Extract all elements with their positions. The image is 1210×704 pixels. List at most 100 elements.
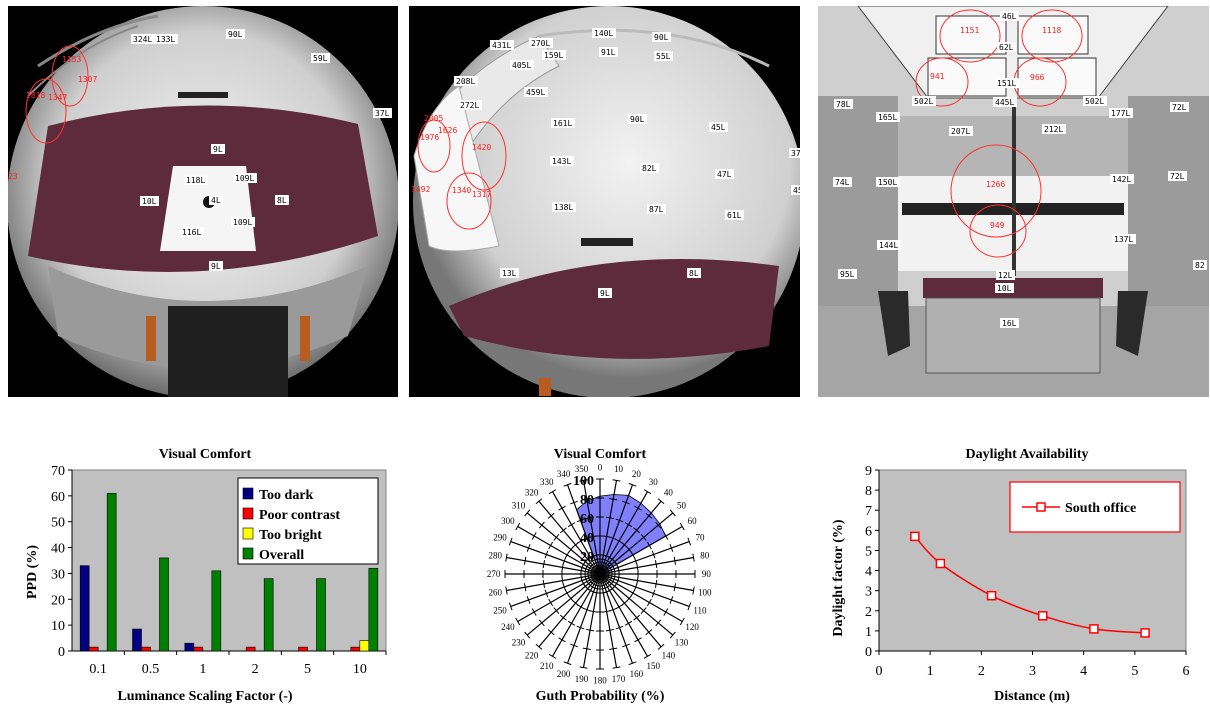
- luminance-label-box: [311, 53, 330, 63]
- radial-tick: [655, 619, 662, 627]
- y-tick-label: 0: [865, 645, 872, 660]
- radial-tick: [663, 532, 669, 540]
- x-tick-label: 5: [1131, 664, 1138, 679]
- angle-label: 200: [557, 669, 571, 679]
- luminance-label-box: [510, 60, 534, 70]
- radial-spoke: [599, 512, 674, 575]
- radial-tick: [624, 620, 633, 626]
- angle-label: 190: [575, 674, 589, 684]
- glare-source-label: 1347: [48, 93, 67, 102]
- window-frame-line: [27, 25, 139, 97]
- guth-chart-svg: Visual Comfort Guth Probability (%) 0 10 2…: [487, 447, 712, 704]
- radial-tick: [558, 505, 566, 511]
- radial-spoke: [506, 556, 601, 575]
- luminance-label: 10L: [997, 284, 1012, 293]
- angle-label: 310: [512, 501, 526, 511]
- luminance-label-box: [1000, 11, 1019, 21]
- luminance-label-box: [687, 268, 701, 278]
- angle-label: 330: [540, 477, 554, 487]
- luminance-label-box: [373, 108, 392, 118]
- radial-tick: [535, 498, 543, 505]
- radial-spoke: [526, 573, 601, 636]
- radial-scale-label: 100: [573, 474, 594, 489]
- glare-source-label: 1626: [438, 126, 457, 135]
- angle-label: 270: [487, 569, 501, 579]
- x-tick-label: 6: [1183, 664, 1190, 679]
- luminance-label-box: [592, 28, 616, 38]
- radial-tick: [582, 497, 591, 501]
- luminance-label: 47L: [717, 170, 732, 179]
- luminance-label: 10L: [142, 197, 157, 206]
- glare-circle: [51, 45, 89, 107]
- angle-label: 240: [501, 622, 515, 632]
- angle-label: 70: [695, 533, 705, 543]
- radial-tick: [663, 608, 669, 616]
- glare-source-label: 1307: [78, 75, 97, 84]
- radial-tick: [526, 596, 531, 604]
- window-glass: [413, 85, 500, 252]
- bar: [359, 640, 370, 652]
- radial-spoke: [599, 573, 690, 608]
- radial-tick: [651, 550, 656, 559]
- radial-tick: [622, 643, 630, 648]
- luminance-label: 12L: [998, 271, 1013, 280]
- radial-tick: [559, 614, 567, 621]
- glare-source-label: 966: [1030, 73, 1045, 82]
- radial-tick: [669, 509, 676, 517]
- bar: [368, 567, 379, 652]
- luminance-label-box: [233, 173, 257, 183]
- radial-tick: [515, 522, 521, 531]
- luminance-label-box: [209, 261, 223, 271]
- glare-circle: [461, 121, 507, 191]
- glare-source-label: 1151: [960, 26, 979, 35]
- radial-tick: [589, 535, 598, 538]
- glare-circle: [446, 172, 492, 230]
- radial-tick: [548, 653, 557, 659]
- luminance-label-box: [140, 196, 159, 206]
- y-tick-label: 7: [865, 504, 872, 519]
- guth-radar-chart: Visual Comfort Guth Probability (%) 0 10 2…: [400, 440, 810, 704]
- office-photo: 46L 62L 151L 502L 445L 502L 78L 165L 207L 212L 177…: [818, 6, 1209, 397]
- radial-tick: [559, 527, 567, 534]
- luminance-label: 133L: [156, 35, 175, 44]
- radial-scale-label: 60: [580, 512, 594, 527]
- radial-tick: [679, 617, 685, 626]
- x-tick-label: 1: [927, 664, 934, 679]
- radial-tick: [563, 482, 572, 487]
- radial-spoke: [582, 480, 601, 575]
- luminance-label: 138L: [554, 203, 573, 212]
- radial-tick: [633, 614, 641, 621]
- bar: [316, 578, 326, 652]
- radial-tick: [505, 553, 508, 562]
- luminance-label: 90L: [654, 33, 669, 42]
- angle-label: 100: [698, 587, 712, 597]
- luminance-label-box: [529, 38, 553, 48]
- light-fixture: [935, 15, 1007, 55]
- radial-tick: [628, 482, 637, 487]
- luminance-label: 4L: [211, 196, 221, 205]
- y-axis-label: Daylight factor (%): [831, 519, 846, 636]
- y-tick-label: 9: [865, 464, 872, 479]
- angle-label: 220: [525, 651, 539, 661]
- y-tick-label: 60: [51, 490, 65, 505]
- luminance-label-box: [552, 202, 576, 212]
- luminance-label: 161L: [553, 119, 572, 128]
- radial-tick: [567, 522, 576, 528]
- luminance-label-box: [211, 144, 225, 154]
- angle-label: 80: [700, 551, 710, 561]
- luminance-label: 90L: [228, 30, 243, 39]
- radial-tick: [645, 629, 653, 636]
- angle-label: 0: [598, 463, 603, 473]
- luminance-label-box: [995, 78, 1019, 88]
- luminance-label: 37: [791, 149, 800, 158]
- angle-label: 110: [693, 605, 707, 615]
- radial-tick: [654, 579, 658, 588]
- luminance-label-box: [599, 47, 618, 57]
- angle-label: 120: [685, 622, 699, 632]
- radial-tick: [605, 516, 614, 520]
- glare-circle: [939, 9, 1001, 63]
- radial-tick: [622, 500, 630, 505]
- table-top: [449, 259, 779, 359]
- data-point: [935, 558, 946, 569]
